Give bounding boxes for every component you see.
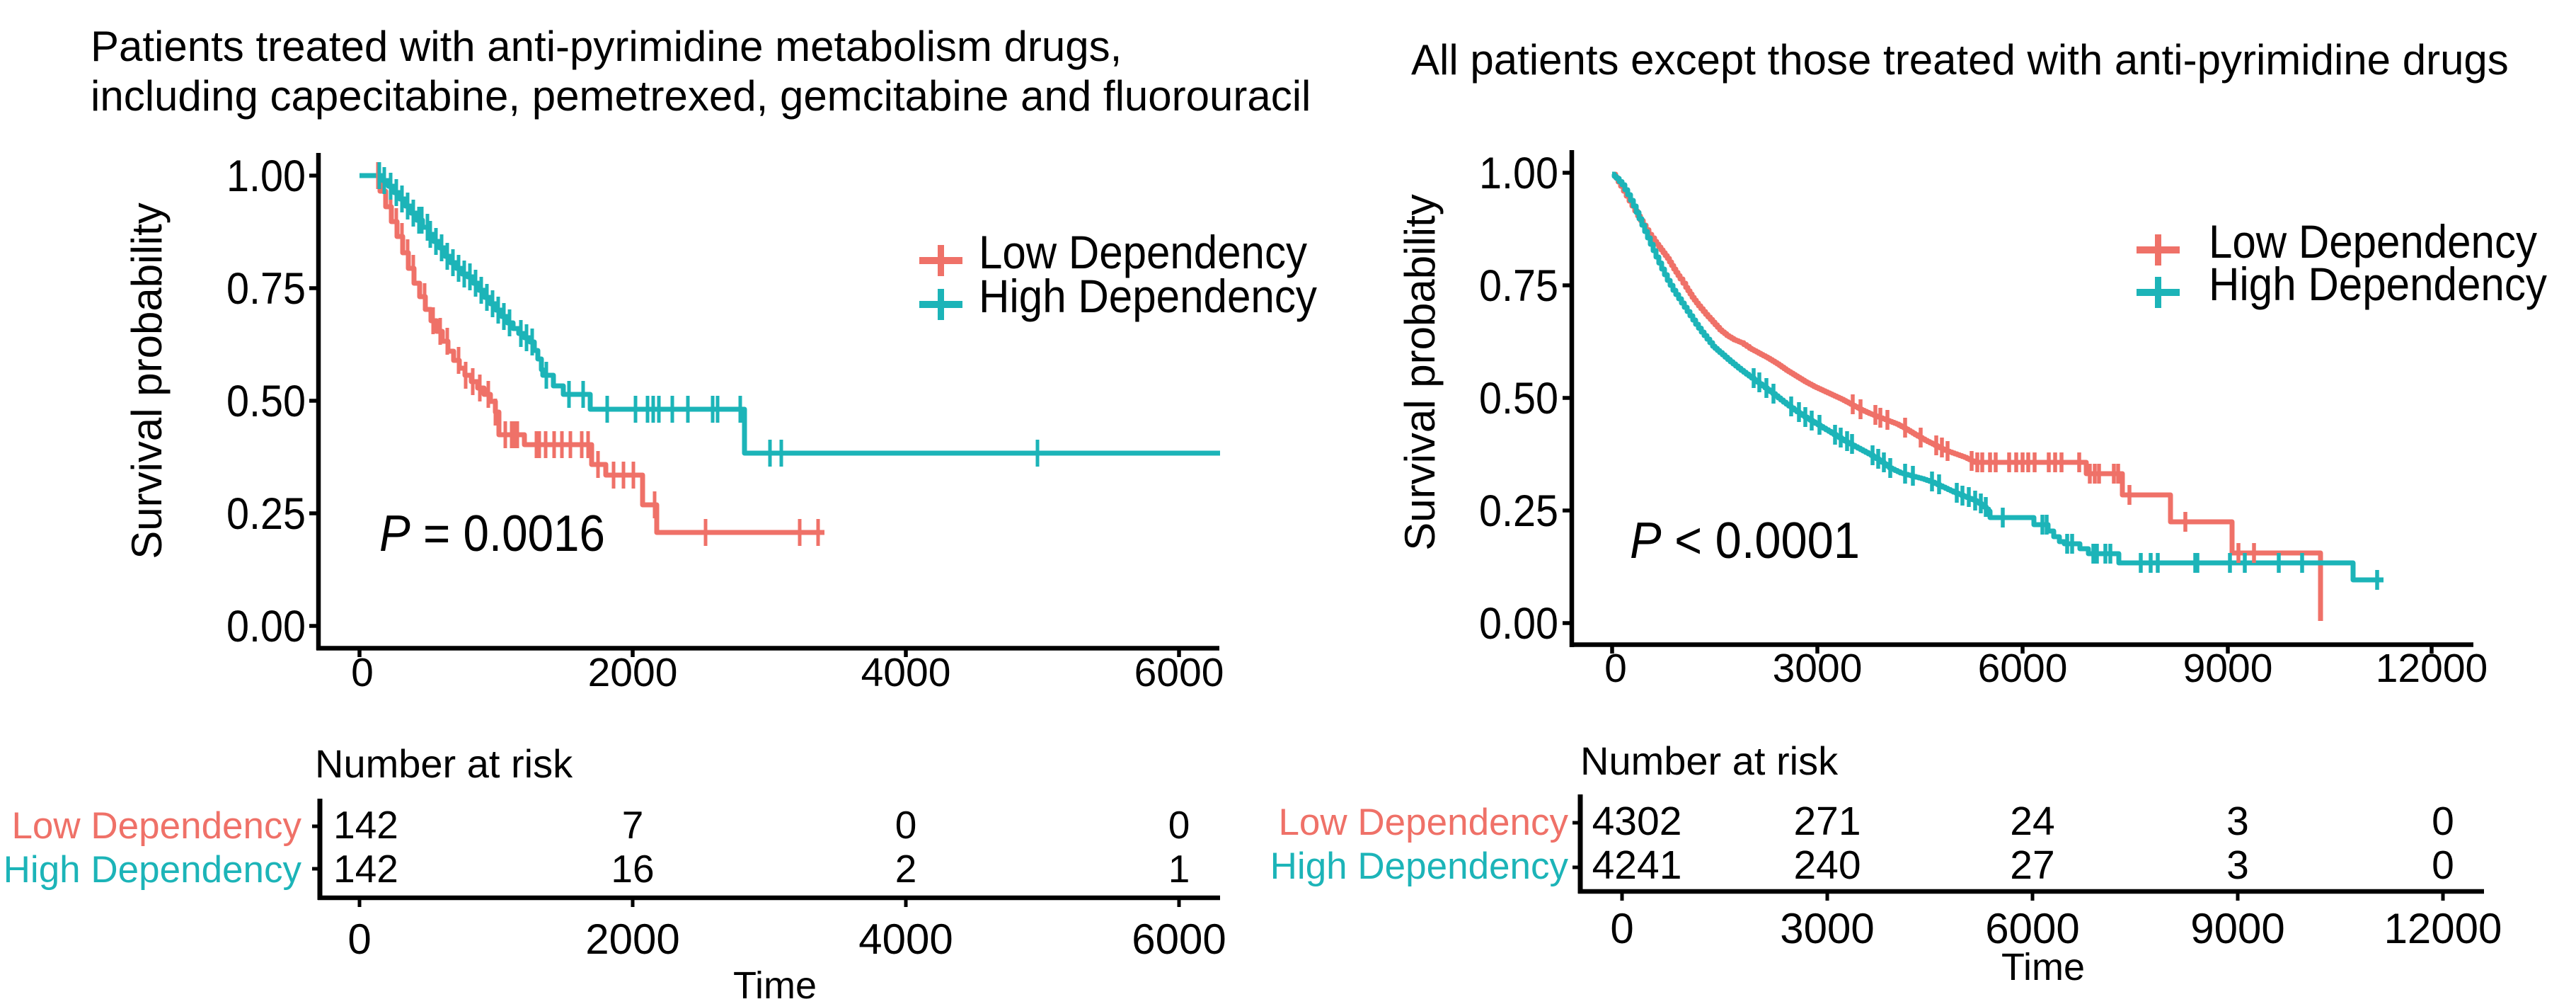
svg-text:All patients except those trea: All patients except those treated with a…	[1411, 36, 2509, 84]
svg-text:1.00: 1.00	[1479, 149, 1558, 198]
svg-text:0: 0	[2432, 843, 2454, 888]
svg-text:6000: 6000	[1132, 915, 1226, 963]
svg-text:12000: 12000	[2376, 646, 2488, 691]
svg-text:6000: 6000	[1985, 905, 2079, 952]
svg-text:1.00: 1.00	[226, 152, 306, 201]
svg-text:0.50: 0.50	[226, 377, 306, 426]
svg-text:3: 3	[2226, 843, 2249, 888]
svg-text:Low Dependency: Low Dependency	[1278, 802, 1568, 843]
svg-text:2: 2	[895, 847, 917, 891]
svg-text:0.25: 0.25	[226, 489, 306, 539]
svg-text:High Dependency: High Dependency	[2209, 258, 2547, 310]
svg-text:0: 0	[347, 915, 371, 963]
svg-text:Patients treated with anti-pyr: Patients treated with anti-pyrimidine me…	[91, 23, 1122, 70]
svg-text:2000: 2000	[585, 915, 679, 963]
svg-text:24: 24	[2010, 799, 2054, 844]
svg-text:0.00: 0.00	[226, 602, 306, 651]
svg-text:0: 0	[351, 650, 374, 695]
svg-text:0.50: 0.50	[1479, 374, 1558, 423]
svg-text:12000: 12000	[2384, 905, 2502, 952]
svg-text:Low Dependency: Low Dependency	[979, 226, 1307, 278]
svg-text:1: 1	[1168, 847, 1190, 891]
svg-text:P = 0.0016: P = 0.0016	[379, 506, 605, 562]
svg-text:0: 0	[2432, 799, 2454, 844]
svg-text:142: 142	[333, 803, 398, 847]
svg-text:0: 0	[1604, 646, 1627, 691]
svg-text:Survival probability: Survival probability	[123, 202, 171, 559]
svg-text:including capecitabine, pemetr: including capecitabine, pemetrexed, gemc…	[91, 72, 1311, 120]
svg-text:0.00: 0.00	[1479, 599, 1558, 649]
svg-text:3: 3	[2226, 799, 2249, 844]
svg-text:Number at risk: Number at risk	[1580, 738, 1839, 783]
svg-text:Time: Time	[2001, 946, 2085, 988]
svg-text:4000: 4000	[861, 650, 951, 695]
svg-text:240: 240	[1793, 843, 1861, 888]
svg-text:4302: 4302	[1592, 799, 1682, 844]
svg-text:9000: 9000	[2190, 905, 2284, 952]
svg-text:Time: Time	[733, 964, 817, 1000]
svg-text:Survival probability: Survival probability	[1396, 194, 1444, 551]
svg-text:4241: 4241	[1592, 843, 1682, 888]
svg-text:271: 271	[1793, 799, 1861, 844]
svg-text:0: 0	[1610, 905, 1633, 952]
svg-text:9000: 9000	[2183, 646, 2273, 691]
svg-text:0.75: 0.75	[1479, 261, 1558, 311]
svg-text:0: 0	[895, 803, 917, 847]
svg-text:2000: 2000	[588, 650, 678, 695]
svg-text:High Dependency: High Dependency	[979, 270, 1317, 322]
svg-text:6000: 6000	[1978, 646, 2068, 691]
svg-text:3000: 3000	[1780, 905, 1874, 952]
svg-text:4000: 4000	[858, 915, 953, 963]
svg-text:0: 0	[1168, 803, 1190, 847]
svg-text:0.25: 0.25	[1479, 486, 1558, 536]
svg-text:142: 142	[333, 847, 398, 891]
svg-text:High Dependency: High Dependency	[1270, 845, 1569, 887]
svg-text:7: 7	[622, 803, 644, 847]
svg-text:Low Dependency: Low Dependency	[2209, 215, 2537, 268]
svg-text:P < 0.0001: P < 0.0001	[1630, 513, 1860, 569]
svg-text:Low Dependency: Low Dependency	[11, 805, 301, 847]
svg-text:16: 16	[611, 847, 654, 891]
svg-text:Number at risk: Number at risk	[315, 741, 573, 786]
svg-text:High Dependency: High Dependency	[4, 849, 302, 891]
svg-text:6000: 6000	[1134, 650, 1224, 695]
svg-text:3000: 3000	[1773, 646, 1863, 691]
svg-text:27: 27	[2010, 843, 2054, 888]
svg-text:0.75: 0.75	[226, 264, 306, 314]
